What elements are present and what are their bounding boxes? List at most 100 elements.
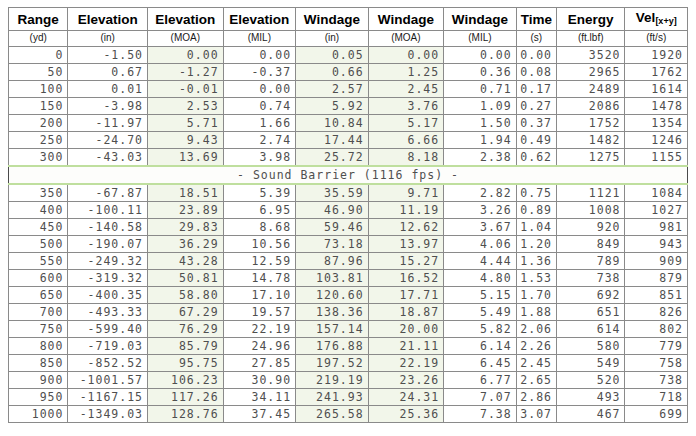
table-cell: 2.86 bbox=[516, 389, 556, 406]
table-cell: 36.29 bbox=[148, 236, 224, 253]
table-cell: 2.82 bbox=[444, 184, 517, 202]
table-cell: 738 bbox=[556, 270, 625, 287]
table-cell: 700 bbox=[9, 304, 68, 321]
table-cell: 106.23 bbox=[148, 372, 224, 389]
table-cell: 43.28 bbox=[148, 253, 224, 270]
table-row: 550-249.3243.2812.5987.9615.274.441.3678… bbox=[9, 253, 688, 270]
table-cell: 18.87 bbox=[368, 304, 444, 321]
table-row: 450-140.5829.838.6859.4612.623.671.04920… bbox=[9, 219, 688, 236]
table-row: 750-599.4076.2922.19157.1420.005.822.066… bbox=[9, 321, 688, 338]
table-cell: 5.39 bbox=[223, 184, 296, 202]
table-cell: 450 bbox=[9, 219, 68, 236]
table-row: 300-43.0313.693.9825.728.182.380.6212751… bbox=[9, 149, 688, 167]
table-cell: -140.58 bbox=[68, 219, 148, 236]
table-cell: 1354 bbox=[625, 115, 688, 132]
table-cell: 650 bbox=[9, 287, 68, 304]
table-cell: 493 bbox=[556, 389, 625, 406]
table-cell: 11.19 bbox=[368, 202, 444, 219]
table-cell: 300 bbox=[9, 149, 68, 167]
table-cell: 1008 bbox=[556, 202, 625, 219]
table-cell: 5.49 bbox=[444, 304, 517, 321]
table-cell: 0 bbox=[9, 47, 68, 64]
table-cell: 0.08 bbox=[516, 64, 556, 81]
table-cell: 718 bbox=[625, 389, 688, 406]
table-cell: 1121 bbox=[556, 184, 625, 202]
table-cell: 19.57 bbox=[223, 304, 296, 321]
table-cell: -1349.03 bbox=[68, 406, 148, 423]
table-cell: -24.70 bbox=[68, 132, 148, 149]
table-cell: 16.52 bbox=[368, 270, 444, 287]
header-row: RangeElevationElevationElevationWindageW… bbox=[9, 8, 688, 31]
table-cell: -100.11 bbox=[68, 202, 148, 219]
table-cell: 76.29 bbox=[148, 321, 224, 338]
table-cell: 9.71 bbox=[368, 184, 444, 202]
table-cell: 802 bbox=[625, 321, 688, 338]
table-cell: 826 bbox=[625, 304, 688, 321]
column-unit-3: (MIL) bbox=[223, 31, 296, 47]
table-cell: 950 bbox=[9, 389, 68, 406]
table-cell: 34.11 bbox=[223, 389, 296, 406]
table-cell: 35.59 bbox=[296, 184, 369, 202]
table-cell: 14.78 bbox=[223, 270, 296, 287]
table-cell: 0.49 bbox=[516, 132, 556, 149]
table-cell: 851 bbox=[625, 287, 688, 304]
table-cell: 3.07 bbox=[516, 406, 556, 423]
table-cell: -1.50 bbox=[68, 47, 148, 64]
table-cell: 15.27 bbox=[368, 253, 444, 270]
table-cell: 0.00 bbox=[223, 81, 296, 98]
table-cell: 25.36 bbox=[368, 406, 444, 423]
table-cell: 1482 bbox=[556, 132, 625, 149]
table-cell: 1.04 bbox=[516, 219, 556, 236]
table-cell: 95.75 bbox=[148, 355, 224, 372]
table-cell: -249.32 bbox=[68, 253, 148, 270]
table-row: 950-1167.15117.2634.11241.9324.317.072.8… bbox=[9, 389, 688, 406]
table-cell: -493.33 bbox=[68, 304, 148, 321]
table-cell: -1.27 bbox=[148, 64, 224, 81]
table-cell: 0.89 bbox=[516, 202, 556, 219]
table-cell: 2.06 bbox=[516, 321, 556, 338]
ballistics-table: RangeElevationElevationElevationWindageW… bbox=[8, 7, 688, 423]
table-cell: 6.45 bbox=[444, 355, 517, 372]
table-cell: -852.52 bbox=[68, 355, 148, 372]
header-subscript: [x+y] bbox=[655, 16, 676, 26]
table-cell: 59.46 bbox=[296, 219, 369, 236]
table-cell: 3520 bbox=[556, 47, 625, 64]
table-cell: 0.62 bbox=[516, 149, 556, 167]
table-cell: 2086 bbox=[556, 98, 625, 115]
table-cell: 23.89 bbox=[148, 202, 224, 219]
table-cell: 1.66 bbox=[223, 115, 296, 132]
table-cell: 265.58 bbox=[296, 406, 369, 423]
table-cell: 651 bbox=[556, 304, 625, 321]
table-cell: 738 bbox=[625, 372, 688, 389]
table-cell: 0.00 bbox=[444, 47, 517, 64]
table-cell: 29.83 bbox=[148, 219, 224, 236]
table-cell: 24.31 bbox=[368, 389, 444, 406]
column-header-range-0: Range bbox=[9, 8, 68, 31]
table-cell: 500 bbox=[9, 236, 68, 253]
table-cell: 879 bbox=[625, 270, 688, 287]
table-row: 1000.01-0.010.002.572.450.710.1724891614 bbox=[9, 81, 688, 98]
table-cell: 30.90 bbox=[223, 372, 296, 389]
table-cell: 2.26 bbox=[516, 338, 556, 355]
table-cell: 1762 bbox=[625, 64, 688, 81]
table-cell: 900 bbox=[9, 372, 68, 389]
table-row: 250-24.709.432.7417.446.661.940.49148212… bbox=[9, 132, 688, 149]
column-header-windage-6: Windage bbox=[444, 8, 517, 31]
ballistics-table-page: RangeElevationElevationElevationWindageW… bbox=[0, 0, 696, 427]
table-cell: 1752 bbox=[556, 115, 625, 132]
table-cell: 550 bbox=[9, 253, 68, 270]
column-header-time-7: Time bbox=[516, 8, 556, 31]
table-cell: 850 bbox=[9, 355, 68, 372]
table-cell: 1.09 bbox=[444, 98, 517, 115]
table-row: 700-493.3367.2919.57138.3618.875.491.886… bbox=[9, 304, 688, 321]
table-cell: 1614 bbox=[625, 81, 688, 98]
table-cell: 17.10 bbox=[223, 287, 296, 304]
table-row: 800-719.0385.7924.96176.8821.116.142.265… bbox=[9, 338, 688, 355]
table-cell: 157.14 bbox=[296, 321, 369, 338]
table-row: 200-11.975.711.6610.845.171.500.37175213… bbox=[9, 115, 688, 132]
table-row: 400-100.1123.896.9546.9011.193.260.89100… bbox=[9, 202, 688, 219]
table-cell: 3.98 bbox=[223, 149, 296, 167]
table-cell: 13.97 bbox=[368, 236, 444, 253]
table-cell: 7.07 bbox=[444, 389, 517, 406]
table-cell: 0.36 bbox=[444, 64, 517, 81]
